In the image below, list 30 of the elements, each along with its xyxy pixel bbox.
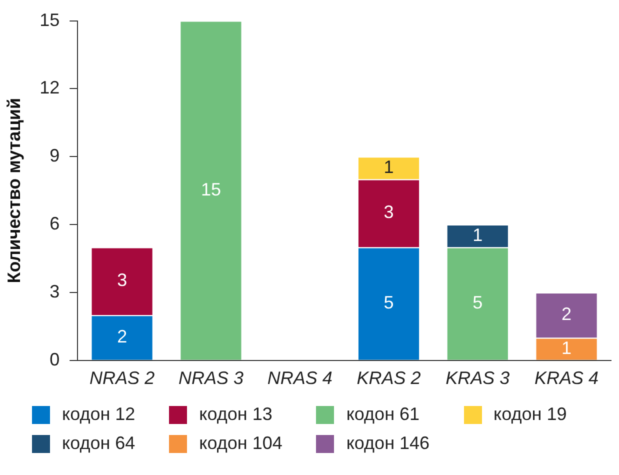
y-tick-label: 0: [50, 349, 60, 370]
legend-label: кодон 61: [346, 404, 420, 425]
y-tick-label: 15: [40, 10, 60, 30]
legend-label: кодон 19: [494, 404, 567, 425]
data-label: 15: [200, 179, 221, 200]
data-label: 2: [117, 326, 128, 346]
data-label: 1: [384, 156, 394, 177]
x-tick-label: NRAS 2: [90, 368, 155, 388]
data-label: 5: [384, 292, 394, 313]
legend-label: кодон 13: [199, 404, 272, 425]
data-label: 3: [384, 202, 394, 222]
y-tick-label: 3: [50, 281, 60, 302]
y-tick-label: 12: [40, 78, 60, 98]
y-tick-label: 9: [50, 146, 60, 166]
legend-label: кодон 12: [62, 404, 136, 425]
data-label: 2: [562, 304, 572, 324]
legend-label: кодон 146: [346, 433, 430, 454]
x-tick-label: NRAS 3: [178, 368, 244, 388]
data-label: 1: [472, 224, 483, 245]
x-tick-label: NRAS 4: [267, 368, 332, 388]
data-label: 1: [562, 338, 572, 358]
data-label: 5: [472, 292, 483, 313]
x-tick-label: KRAS 3: [446, 368, 510, 388]
legend-label: кодон 104: [199, 433, 282, 454]
x-tick-label: KRAS 2: [356, 368, 421, 388]
data-label: 3: [117, 270, 128, 290]
y-axis-title: Количество мутаций: [4, 98, 24, 284]
legend-label: кодон 64: [62, 433, 136, 454]
x-tick-label: KRAS 4: [534, 368, 599, 388]
y-tick-label: 6: [50, 214, 60, 234]
